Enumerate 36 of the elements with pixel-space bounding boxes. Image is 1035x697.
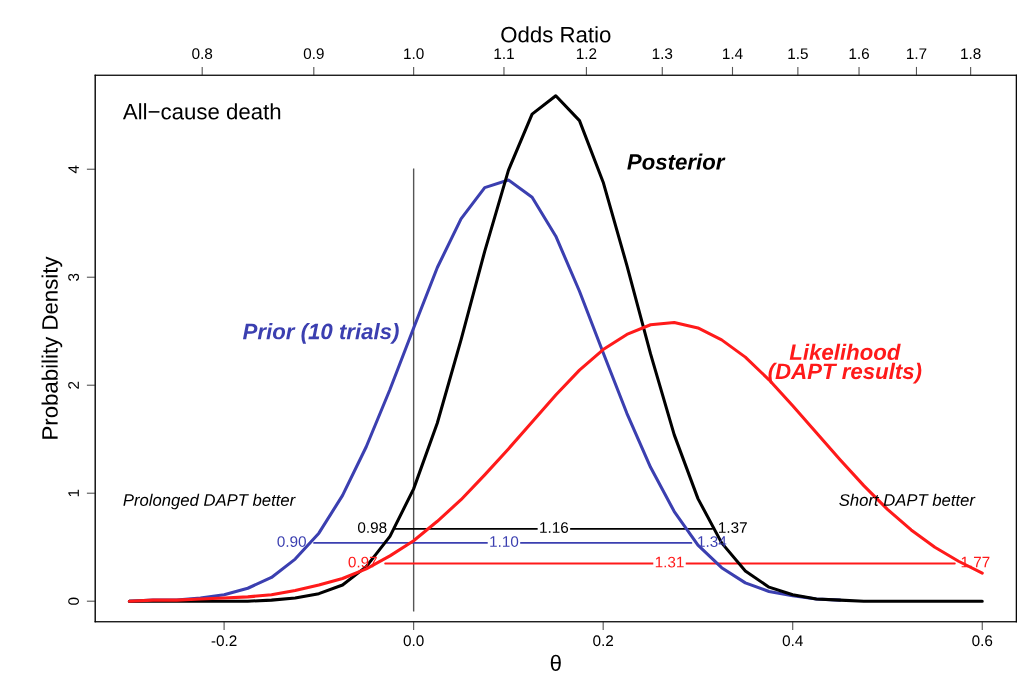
x-tick-label: 0.4 xyxy=(782,635,803,647)
x2-tick-label: 0.9 xyxy=(303,48,324,60)
annotation: 1.37 xyxy=(719,522,747,533)
y-tick-label: 3 xyxy=(68,273,80,281)
series-label: Prior (10 trials) xyxy=(242,323,399,344)
annotation: 0.90 xyxy=(277,536,306,547)
x-tick-label: 0.2 xyxy=(593,635,614,647)
x2-tick-label: 1.4 xyxy=(723,48,743,59)
annotation: Short DAPT better xyxy=(839,493,976,506)
x2-tick-label: 1.1 xyxy=(494,48,514,59)
x2-tick-label: 1.8 xyxy=(961,48,981,60)
annotation: 1.10 xyxy=(490,536,519,547)
x-tick-label: 0.0 xyxy=(403,635,424,647)
x2-tick-label: 1.5 xyxy=(788,48,808,60)
x-tick-label: 0.6 xyxy=(972,635,993,647)
annotation: 1.31 xyxy=(655,556,684,568)
x-axis-title: θ xyxy=(550,654,561,672)
y-tick-label: 4 xyxy=(68,165,79,174)
x2-tick-label: 1.7 xyxy=(907,48,927,59)
series-label: Likelihood (DAPT results) xyxy=(768,343,922,384)
x2-tick-label: 1.6 xyxy=(849,48,869,60)
x-tick-label: -0.2 xyxy=(211,635,237,647)
annotation: Prolonged DAPT better xyxy=(123,493,296,510)
y-axis-title: Probability Density xyxy=(41,256,63,439)
x2-tick-label: 1.3 xyxy=(652,48,673,60)
annotation: All−cause death xyxy=(122,103,281,120)
x2-tick-label: 0.8 xyxy=(192,48,213,60)
y-tick-label: 2 xyxy=(68,381,79,389)
y-tick-label: 1 xyxy=(68,489,79,497)
x2-axis-title: Odds Ratio xyxy=(501,26,611,43)
x2-tick-label: 1.0 xyxy=(404,48,424,60)
series-label: Posterior xyxy=(627,153,726,170)
x2-tick-label: 1.2 xyxy=(576,48,597,59)
y-tick-label: 0 xyxy=(68,597,80,605)
annotation: 0.98 xyxy=(357,522,387,533)
annotation: 1.16 xyxy=(540,522,569,533)
